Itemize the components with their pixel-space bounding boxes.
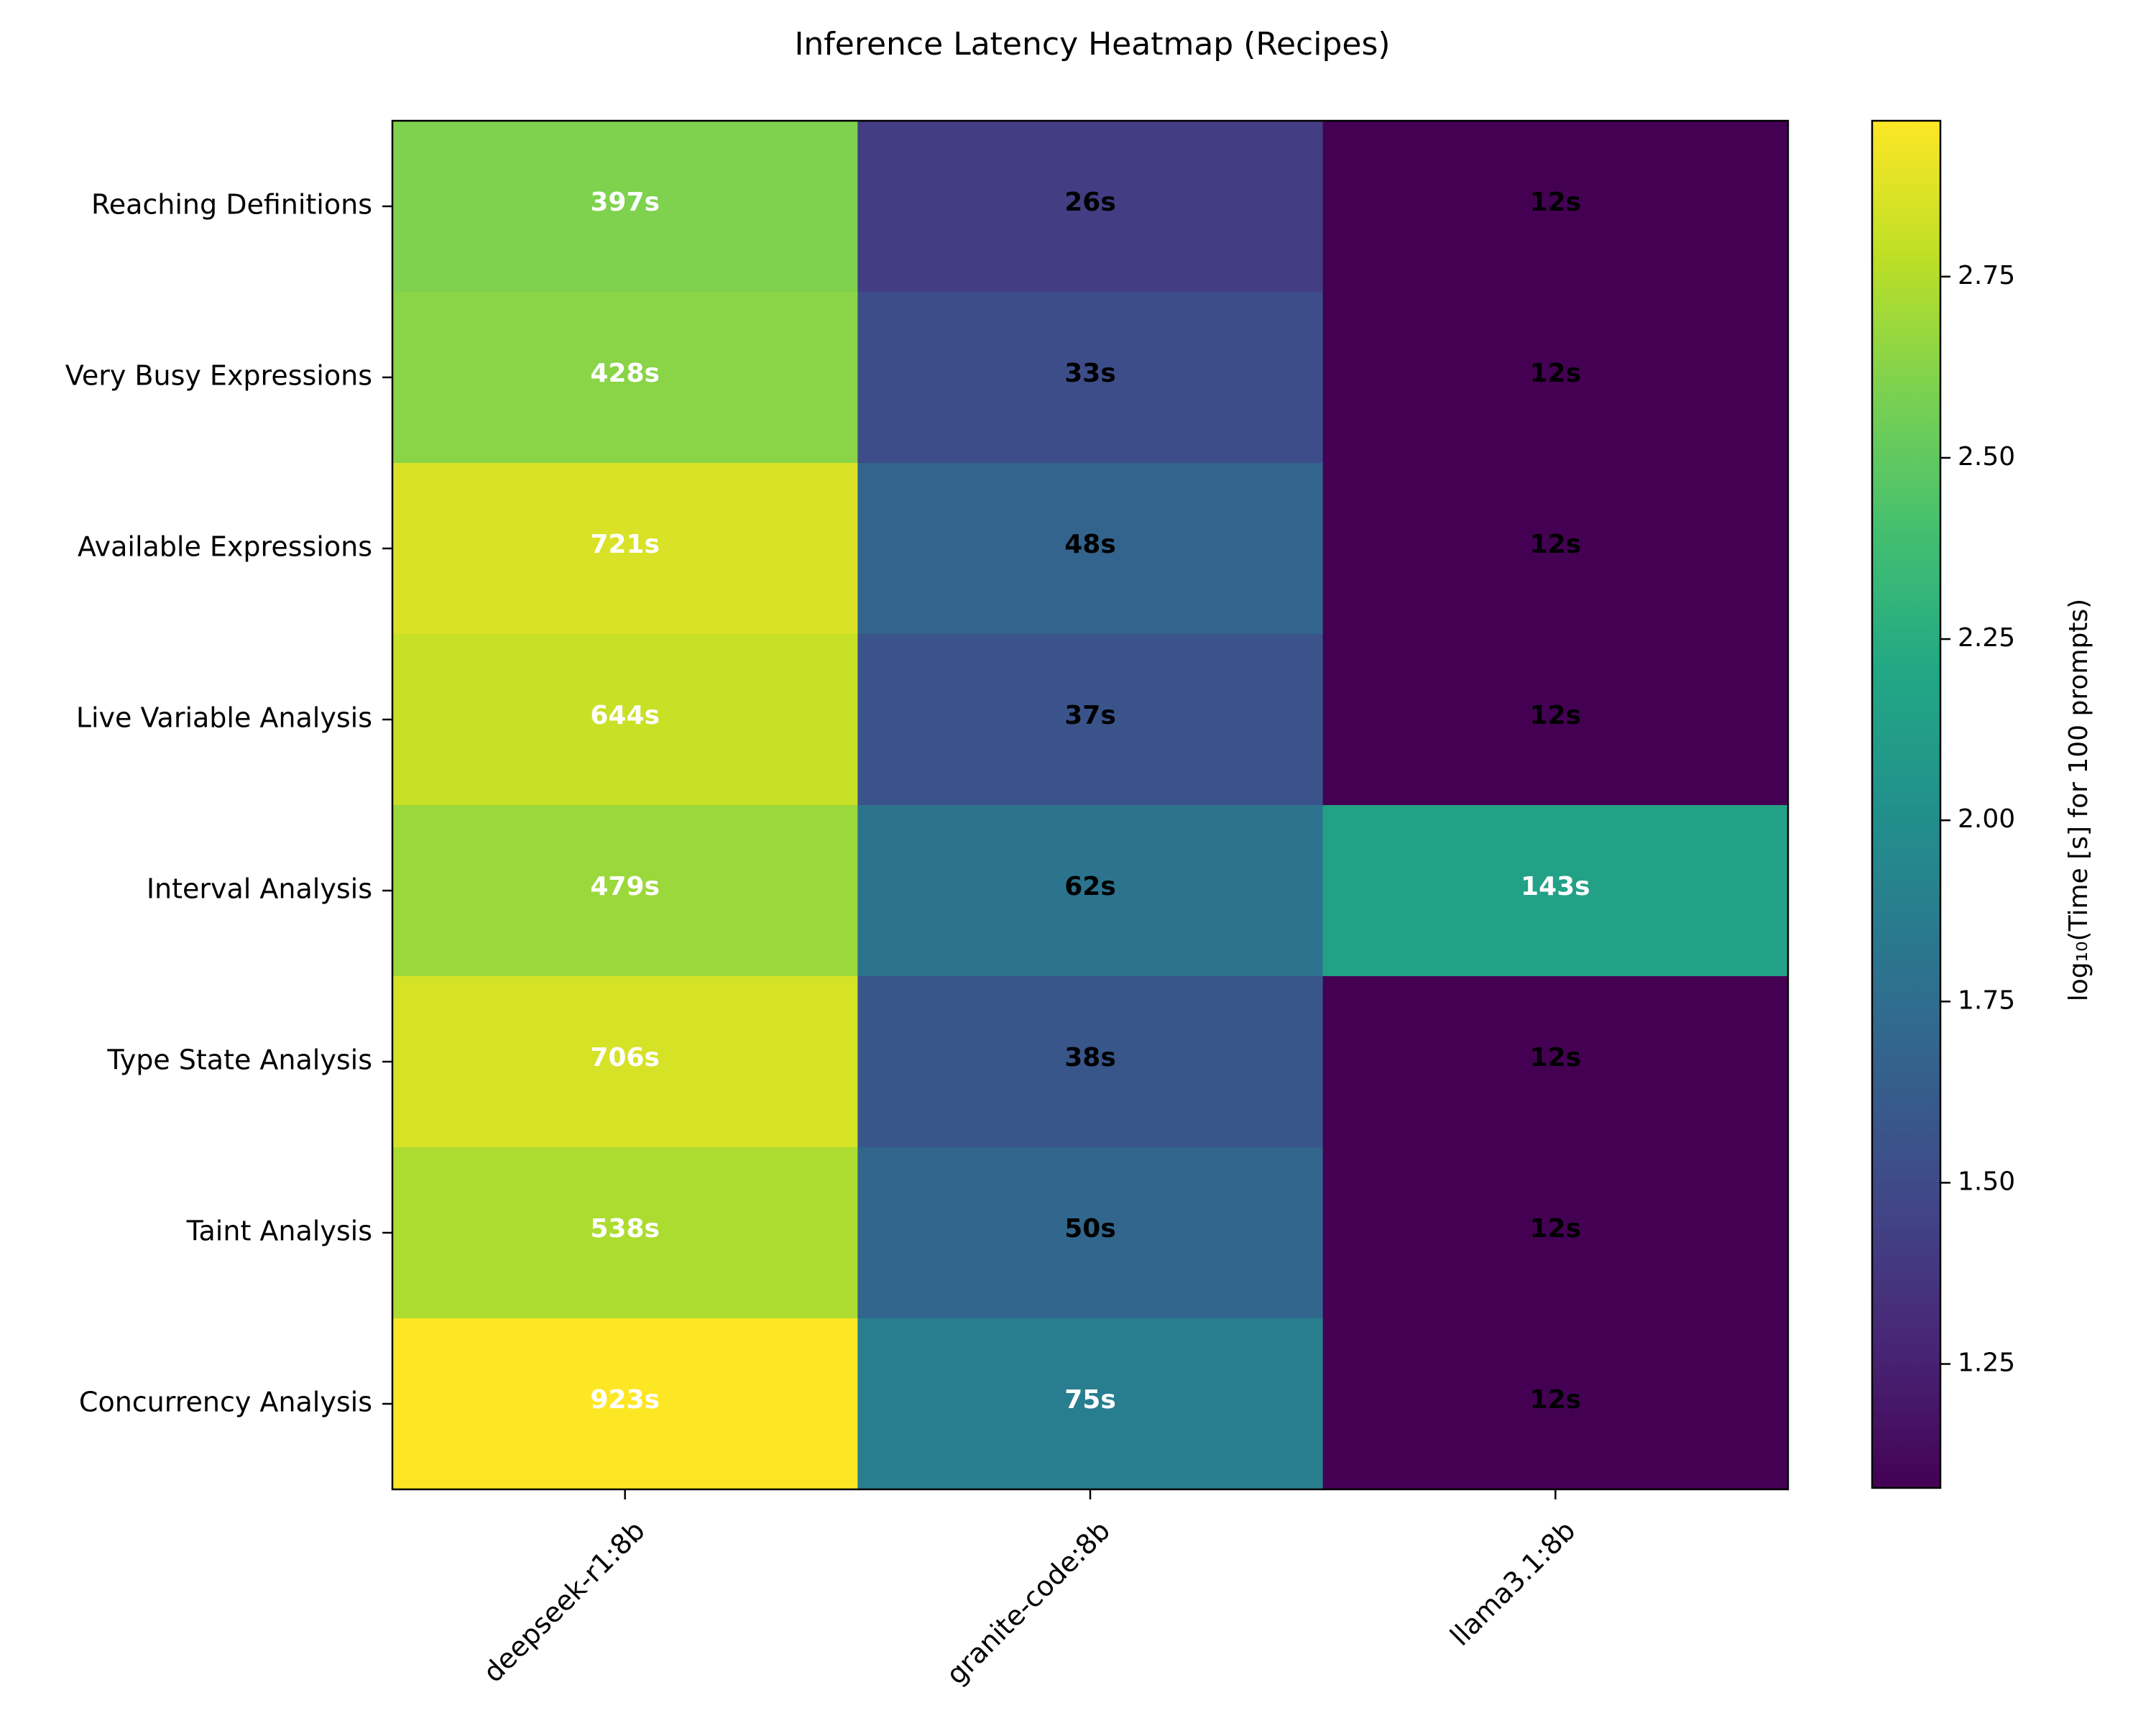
x-tick-label-granite-code-8b: granite-code:8b	[940, 1515, 1116, 1691]
x-axis: deepseek-r1:8b granite-code:8b llama3.1:8b	[477, 1489, 1581, 1691]
cell-value-label: 33s	[1064, 359, 1116, 388]
cell-value-label: 428s	[590, 359, 660, 388]
cell-value-label: 479s	[590, 872, 660, 901]
heatmap-cell	[1322, 292, 1789, 464]
heatmap-cell	[1322, 976, 1789, 1148]
cell-value-label: 923s	[590, 1385, 660, 1415]
y-tick-label-type-state-analysis: Type State Analysis	[106, 1044, 372, 1076]
heatmap-cell	[1322, 121, 1789, 293]
heatmap-cells	[391, 119, 1789, 1491]
colorbar-label: log₁₀(Time [s] for 100 prompts)	[2064, 599, 2093, 1001]
cell-value-label: 143s	[1521, 872, 1590, 901]
heatmap-cell	[1322, 463, 1789, 635]
heatmap-cell	[857, 1318, 1324, 1490]
x-tick-label-deepseek-r1-8b: deepseek-r1:8b	[477, 1515, 651, 1688]
y-tick-label-taint-analysis: Taint Analysis	[186, 1215, 372, 1247]
heatmap-cell	[857, 121, 1324, 293]
heatmap-cell	[857, 805, 1324, 977]
heatmap-cell	[1322, 1147, 1789, 1319]
heatmap-cell	[1322, 634, 1789, 806]
colorbar-tick-label: 1.25	[1958, 1348, 2015, 1378]
heatmap-cell	[392, 805, 858, 977]
cell-value-label: 721s	[590, 530, 660, 559]
cell-value-label: 12s	[1530, 359, 1582, 388]
colorbar: 1.25 1.50 1.75 2.00 2.25 2.50 2.75	[1871, 119, 2015, 1489]
y-axis: Reaching Definitions Very Busy Expression…	[65, 189, 392, 1418]
colorbar-tick-label: 2.75	[1958, 261, 2015, 290]
colorbar-tick-label: 1.75	[1958, 985, 2015, 1015]
colorbar-tick-label: 2.00	[1958, 804, 2015, 834]
cell-value-label: 62s	[1064, 872, 1116, 901]
heatmap-cell	[392, 1147, 858, 1319]
heatmap-cell	[392, 976, 858, 1148]
cell-value-label: 48s	[1064, 530, 1116, 559]
colorbar-tick-label: 1.50	[1958, 1167, 2015, 1196]
heatmap-cell	[392, 463, 858, 635]
cell-value-label: 706s	[590, 1043, 660, 1072]
cell-value-label: 26s	[1064, 188, 1116, 217]
heatmap-cell	[392, 1318, 858, 1490]
cell-value-label: 12s	[1530, 530, 1582, 559]
heatmap-cell	[1322, 805, 1789, 977]
heatmap-cell	[857, 634, 1324, 806]
cell-value-labels: 397s 26s 12s 428s 33s 12s 721s 48s 12s 644s 37s 12s…	[590, 188, 1590, 1415]
y-tick-label-concurrency-analysis: Concurrency Analysis	[79, 1387, 372, 1418]
heatmap-cell	[857, 976, 1324, 1148]
cell-value-label: 12s	[1530, 1214, 1582, 1244]
cell-value-label: 12s	[1530, 701, 1582, 730]
cell-value-label: 644s	[590, 701, 660, 730]
cell-value-label: 37s	[1064, 701, 1116, 730]
cell-value-label: 12s	[1530, 1043, 1582, 1072]
heatmap-cell	[392, 292, 858, 464]
heatmap-cell	[1322, 1318, 1789, 1490]
y-tick-label-available-expressions: Available Expressions	[78, 531, 372, 563]
heatmap-cell	[392, 121, 858, 293]
cell-value-label: 50s	[1064, 1214, 1116, 1244]
colorbar-tick-label: 2.50	[1958, 442, 2015, 472]
colorbar-tick-label: 2.25	[1958, 623, 2015, 653]
cell-value-label: 397s	[590, 188, 660, 217]
heatmap-cell	[857, 463, 1324, 635]
heatmap-cell	[857, 1147, 1324, 1319]
cell-value-label: 38s	[1064, 1043, 1116, 1072]
cell-value-label: 538s	[590, 1214, 660, 1244]
x-tick-label-llama3-1-8b: llama3.1:8b	[1444, 1515, 1581, 1652]
heatmap-cell	[857, 292, 1324, 464]
y-tick-label-interval-analysis: Interval Analysis	[147, 873, 372, 905]
y-tick-label-live-variable-analysis: Live Variable Analysis	[76, 702, 372, 734]
cell-value-label: 75s	[1064, 1385, 1116, 1415]
y-tick-label-reaching-definitions: Reaching Definitions	[91, 189, 372, 221]
y-tick-label-very-busy-expressions: Very Busy Expressions	[65, 360, 372, 392]
cell-value-label: 12s	[1530, 1385, 1582, 1415]
colorbar-gradient	[1871, 119, 1942, 1489]
heatmap-cell	[392, 634, 858, 806]
chart-title: Inference Latency Heatmap (Recipes)	[794, 26, 1390, 63]
cell-value-label: 12s	[1530, 188, 1582, 217]
